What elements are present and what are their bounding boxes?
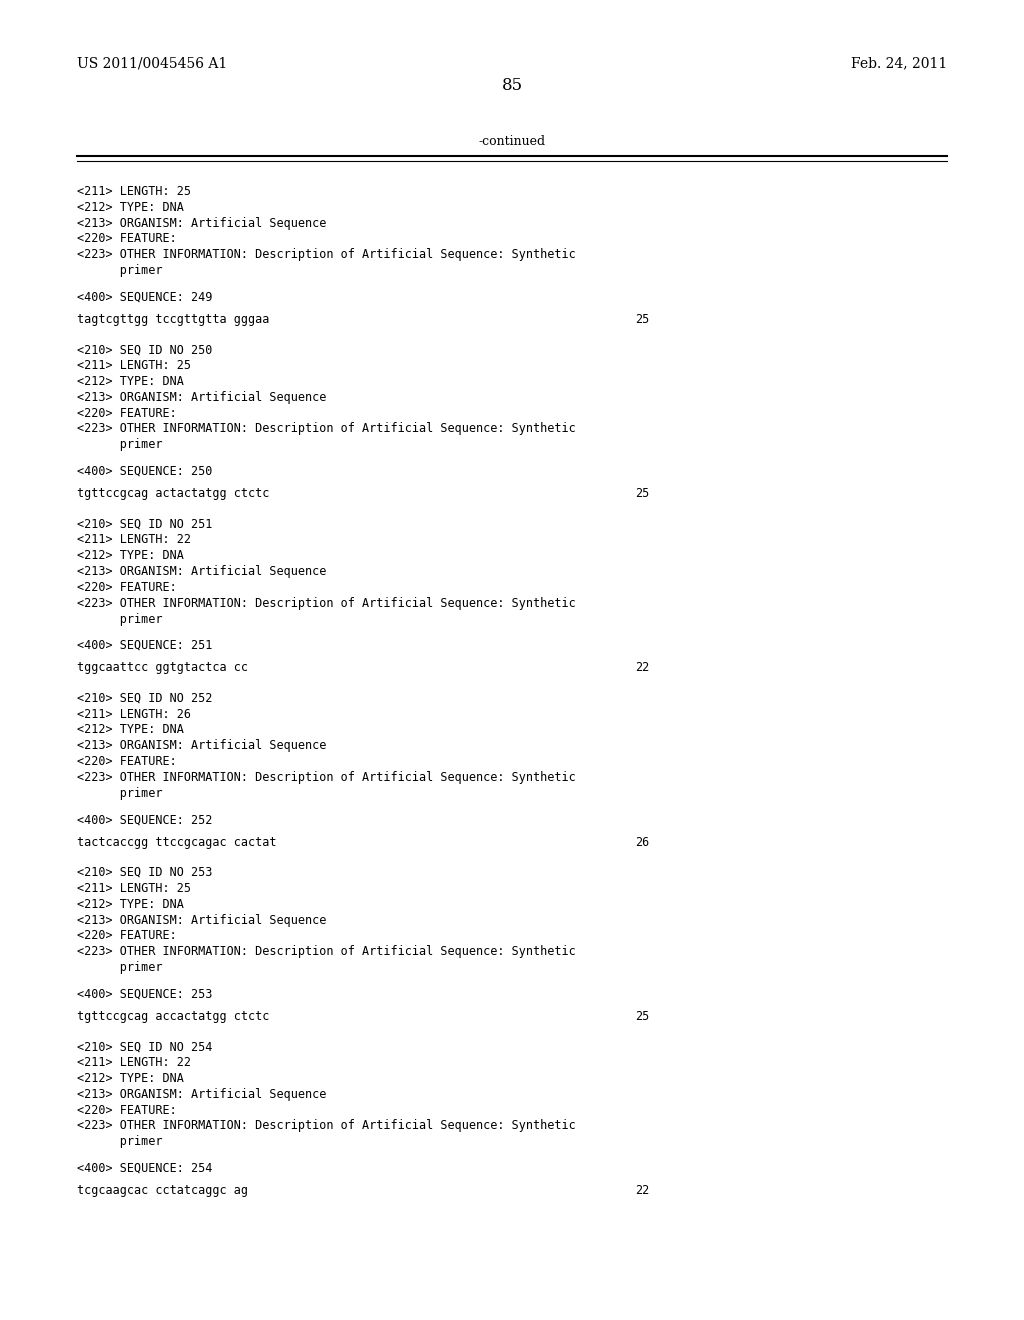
Text: <211> LENGTH: 22: <211> LENGTH: 22 [77, 1056, 190, 1069]
Text: <210> SEQ ID NO 251: <210> SEQ ID NO 251 [77, 517, 212, 531]
Text: 22: 22 [635, 1184, 649, 1197]
Text: Feb. 24, 2011: Feb. 24, 2011 [851, 57, 947, 70]
Text: <211> LENGTH: 25: <211> LENGTH: 25 [77, 882, 190, 895]
Text: <223> OTHER INFORMATION: Description of Artificial Sequence: Synthetic: <223> OTHER INFORMATION: Description of … [77, 945, 575, 958]
Text: tgttccgcag actactatgg ctctc: tgttccgcag actactatgg ctctc [77, 487, 269, 500]
Text: tactcaccgg ttccgcagac cactat: tactcaccgg ttccgcagac cactat [77, 836, 276, 849]
Text: tagtcgttgg tccgttgtta gggaa: tagtcgttgg tccgttgtta gggaa [77, 313, 269, 326]
Text: tgttccgcag accactatgg ctctc: tgttccgcag accactatgg ctctc [77, 1010, 269, 1023]
Text: <212> TYPE: DNA: <212> TYPE: DNA [77, 201, 183, 214]
Text: <400> SEQUENCE: 254: <400> SEQUENCE: 254 [77, 1162, 212, 1175]
Text: <223> OTHER INFORMATION: Description of Artificial Sequence: Synthetic: <223> OTHER INFORMATION: Description of … [77, 248, 575, 261]
Text: <211> LENGTH: 22: <211> LENGTH: 22 [77, 533, 190, 546]
Text: <220> FEATURE:: <220> FEATURE: [77, 581, 176, 594]
Text: <211> LENGTH: 25: <211> LENGTH: 25 [77, 359, 190, 372]
Text: 85: 85 [502, 78, 522, 94]
Text: US 2011/0045456 A1: US 2011/0045456 A1 [77, 57, 227, 70]
Text: <223> OTHER INFORMATION: Description of Artificial Sequence: Synthetic: <223> OTHER INFORMATION: Description of … [77, 1119, 575, 1133]
Text: <210> SEQ ID NO 254: <210> SEQ ID NO 254 [77, 1040, 212, 1053]
Text: <212> TYPE: DNA: <212> TYPE: DNA [77, 1072, 183, 1085]
Text: primer: primer [77, 1135, 162, 1148]
Text: <213> ORGANISM: Artificial Sequence: <213> ORGANISM: Artificial Sequence [77, 565, 327, 578]
Text: <400> SEQUENCE: 250: <400> SEQUENCE: 250 [77, 465, 212, 478]
Text: <220> FEATURE:: <220> FEATURE: [77, 1104, 176, 1117]
Text: primer: primer [77, 961, 162, 974]
Text: primer: primer [77, 264, 162, 277]
Text: <223> OTHER INFORMATION: Description of Artificial Sequence: Synthetic: <223> OTHER INFORMATION: Description of … [77, 597, 575, 610]
Text: 25: 25 [635, 1010, 649, 1023]
Text: <400> SEQUENCE: 253: <400> SEQUENCE: 253 [77, 987, 212, 1001]
Text: <213> ORGANISM: Artificial Sequence: <213> ORGANISM: Artificial Sequence [77, 913, 327, 927]
Text: <400> SEQUENCE: 252: <400> SEQUENCE: 252 [77, 813, 212, 826]
Text: -continued: -continued [478, 135, 546, 148]
Text: <220> FEATURE:: <220> FEATURE: [77, 929, 176, 942]
Text: <212> TYPE: DNA: <212> TYPE: DNA [77, 723, 183, 737]
Text: <212> TYPE: DNA: <212> TYPE: DNA [77, 549, 183, 562]
Text: <400> SEQUENCE: 251: <400> SEQUENCE: 251 [77, 639, 212, 652]
Text: <212> TYPE: DNA: <212> TYPE: DNA [77, 898, 183, 911]
Text: tcgcaagcac cctatcaggc ag: tcgcaagcac cctatcaggc ag [77, 1184, 248, 1197]
Text: 25: 25 [635, 487, 649, 500]
Text: <210> SEQ ID NO 253: <210> SEQ ID NO 253 [77, 866, 212, 879]
Text: <211> LENGTH: 25: <211> LENGTH: 25 [77, 185, 190, 198]
Text: <223> OTHER INFORMATION: Description of Artificial Sequence: Synthetic: <223> OTHER INFORMATION: Description of … [77, 771, 575, 784]
Text: primer: primer [77, 438, 162, 451]
Text: <220> FEATURE:: <220> FEATURE: [77, 407, 176, 420]
Text: 22: 22 [635, 661, 649, 675]
Text: <213> ORGANISM: Artificial Sequence: <213> ORGANISM: Artificial Sequence [77, 216, 327, 230]
Text: <213> ORGANISM: Artificial Sequence: <213> ORGANISM: Artificial Sequence [77, 391, 327, 404]
Text: <400> SEQUENCE: 249: <400> SEQUENCE: 249 [77, 290, 212, 304]
Text: <220> FEATURE:: <220> FEATURE: [77, 232, 176, 246]
Text: <213> ORGANISM: Artificial Sequence: <213> ORGANISM: Artificial Sequence [77, 739, 327, 752]
Text: 25: 25 [635, 313, 649, 326]
Text: primer: primer [77, 612, 162, 626]
Text: tggcaattcc ggtgtactca cc: tggcaattcc ggtgtactca cc [77, 661, 248, 675]
Text: <212> TYPE: DNA: <212> TYPE: DNA [77, 375, 183, 388]
Text: primer: primer [77, 787, 162, 800]
Text: <223> OTHER INFORMATION: Description of Artificial Sequence: Synthetic: <223> OTHER INFORMATION: Description of … [77, 422, 575, 436]
Text: <220> FEATURE:: <220> FEATURE: [77, 755, 176, 768]
Text: <210> SEQ ID NO 250: <210> SEQ ID NO 250 [77, 343, 212, 356]
Text: 26: 26 [635, 836, 649, 849]
Text: <211> LENGTH: 26: <211> LENGTH: 26 [77, 708, 190, 721]
Text: <210> SEQ ID NO 252: <210> SEQ ID NO 252 [77, 692, 212, 705]
Text: <213> ORGANISM: Artificial Sequence: <213> ORGANISM: Artificial Sequence [77, 1088, 327, 1101]
